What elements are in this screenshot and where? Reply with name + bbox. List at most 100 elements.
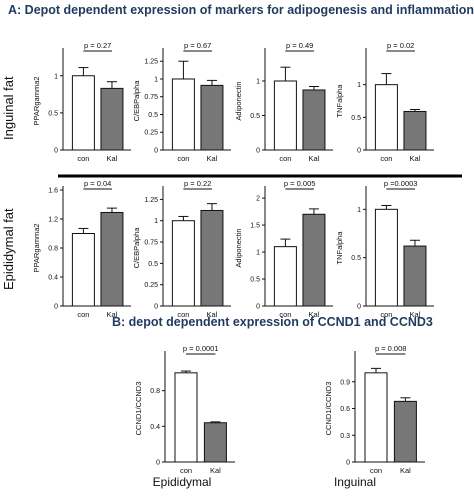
y-tick-label: 1 (357, 207, 361, 214)
y-tick-label: 0 (54, 304, 58, 311)
bar-con (71, 233, 95, 307)
bar-panel: con Kal 0 0.3 0.6 0.9 CCND1/CCND3 p = 0.008 (324, 344, 425, 475)
p-value-label: p =0.0003 (384, 179, 418, 188)
p-value-label: p = 0.0001 (183, 344, 219, 353)
p-value-label: p = 0.22 (184, 179, 211, 188)
bar-con (71, 75, 95, 151)
y-tick-label: 0.6 (340, 406, 350, 413)
bar-kal (200, 84, 224, 151)
y-tick-label: 0 (346, 460, 350, 467)
category-label: con (380, 154, 392, 163)
y-tick-label: 0 (154, 304, 158, 311)
bar-con (171, 78, 195, 151)
section-a-title: A: Depot dependent expression of markers… (8, 3, 474, 17)
y-axis-label: CCND1/CCND3 (134, 382, 143, 436)
bar-kal (403, 245, 427, 307)
y-tick-label: 1.25 (144, 59, 158, 66)
category-label: Kal (107, 154, 118, 163)
category-label: con (77, 310, 89, 319)
y-tick-label: 0 (256, 148, 260, 155)
bar-kal (203, 422, 227, 463)
category-label: Kal (207, 154, 218, 163)
row-label-inguinal: Inguinal fat (1, 76, 16, 140)
category-label: Kal (410, 310, 421, 319)
y-tick-label: 0.5 (351, 255, 361, 262)
y-tick-label: 0 (156, 460, 160, 467)
category-label: con (370, 466, 382, 475)
bar-panel: con Kal 0 0.4 0.8 1.2 1.6 PPARgamma2 p = 0.04 (32, 179, 131, 319)
y-tick-label: 1.6 (48, 188, 58, 195)
y-tick-label: 0.25 (144, 130, 158, 137)
y-tick-label: 1 (256, 78, 260, 85)
category-label: con (279, 154, 291, 163)
category-label: con (279, 310, 291, 319)
bar-panel: con Kal 0 0.5 1 TNFalpha p =0.0003 (335, 179, 434, 319)
panels: con Kal 0 0.5 1 PPARgamma2 p = 0.27 con Kal 0 0.25… (32, 41, 434, 475)
category-label: Kal (210, 466, 221, 475)
category-label: Kal (107, 310, 118, 319)
y-tick-label: 0 (357, 148, 361, 155)
category-label: Kal (309, 310, 320, 319)
bar-con (273, 80, 297, 151)
y-axis-label: TNFalpha (335, 231, 344, 265)
y-tick-label: 0 (256, 304, 260, 311)
y-axis-label: Adiponectin (234, 228, 243, 267)
y-tick-label: 1.2 (48, 217, 58, 224)
category-label: con (180, 466, 192, 475)
y-tick-label: 0.4 (150, 424, 160, 431)
bar-panel: con Kal 0 0.5 1 PPARgamma2 p = 0.27 (32, 41, 131, 163)
category-label: con (380, 310, 392, 319)
category-label: Kal (309, 154, 320, 163)
y-axis-label: PPARgamma2 (32, 76, 41, 125)
y-tick-label: 0.5 (250, 277, 260, 284)
bar-panel: con Kal 0 0.25 0.5 0.75 1 1.25 C/EBPalpha p = 0.2… (132, 179, 231, 319)
bar-kal (393, 400, 417, 463)
y-tick-label: 0.8 (48, 246, 58, 253)
p-value-label: p = 0.02 (387, 41, 414, 50)
bar-con (364, 372, 388, 463)
bar-con (273, 246, 297, 307)
bar-panel: con Kal 0 0.5 1 1.5 2 Adiponectin p = 0.005 (234, 179, 333, 319)
p-value-label: p = 0.27 (84, 41, 111, 50)
y-tick-label: 0.5 (148, 112, 158, 119)
p-value-label: p = 0.67 (184, 41, 211, 50)
bar-con (374, 84, 398, 151)
footer-label-inguinal: Inguinal (334, 475, 376, 489)
y-tick-label: 1 (256, 250, 260, 257)
y-tick-label: 0.5 (48, 110, 58, 117)
y-tick-label: 0.8 (150, 388, 160, 395)
p-value-label: p = 0.49 (286, 41, 313, 50)
footer-label-epididymal: Epididymal (153, 475, 212, 489)
y-tick-label: 0.5 (250, 113, 260, 120)
y-tick-label: 0.9 (340, 379, 350, 386)
bar-kal (403, 110, 427, 151)
y-tick-label: 0.75 (144, 94, 158, 101)
y-tick-label: 0.25 (144, 282, 158, 289)
section-b-title: B: depot dependent expression of CCND1 a… (112, 315, 433, 329)
category-label: Kal (207, 310, 218, 319)
y-tick-label: 0.75 (144, 240, 158, 247)
bar-panel: con Kal 0 0.5 1 Adiponectin p = 0.49 (234, 41, 333, 163)
y-tick-label: 0 (357, 304, 361, 311)
bar-kal (200, 209, 224, 307)
category-label: Kal (400, 466, 411, 475)
bar-con (171, 220, 195, 307)
y-axis-label: PPARgamma2 (32, 223, 41, 272)
y-tick-label: 1 (154, 218, 158, 225)
y-tick-label: 1.25 (144, 197, 158, 204)
y-axis-label: C/EBPalpha (132, 80, 141, 122)
y-tick-label: 1 (357, 82, 361, 89)
bar-panel: con Kal 0 0.25 0.5 0.75 1 1.25 C/EBPalpha p = 0.6… (132, 41, 231, 163)
y-tick-label: 0.5 (351, 115, 361, 122)
bar-kal (100, 87, 124, 151)
p-value-label: p = 0.005 (284, 179, 316, 188)
y-tick-label: 0.3 (340, 433, 350, 440)
y-axis-label: C/EBPalpha (132, 227, 141, 269)
bar-kal (302, 89, 326, 151)
bar-panel: con Kal 0 0.4 0.8 CCND1/CCND3 p = 0.0001 (134, 344, 235, 475)
y-axis-label: Adiponectin (234, 81, 243, 120)
y-tick-label: 0 (54, 148, 58, 155)
bar-kal (100, 211, 124, 307)
p-value-label: p = 0.008 (375, 344, 407, 353)
